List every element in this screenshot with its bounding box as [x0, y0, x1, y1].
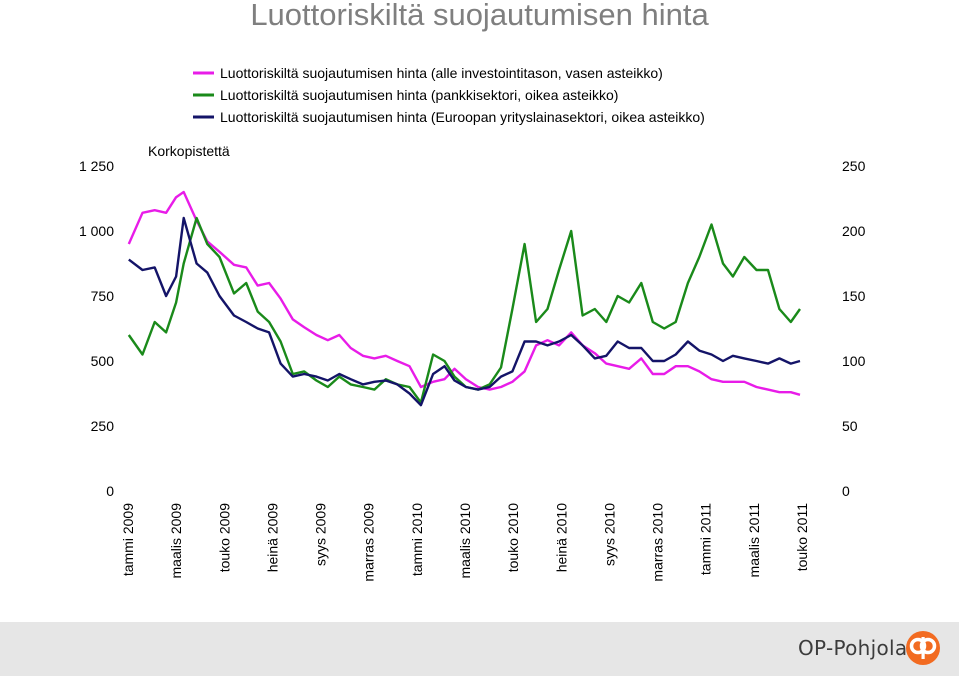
x-tick-label: maalis 2011: [746, 503, 762, 578]
x-tick-label: syys 2010: [601, 503, 617, 566]
left-tick-label: 1 250: [79, 158, 114, 174]
plot-area: [127, 190, 801, 407]
x-tick-label: syys 2009: [313, 503, 329, 566]
x-tick-label: touko 2009: [216, 503, 232, 572]
chart: Luottoriskiltä suojautumisen hinta (alle…: [79, 65, 866, 582]
op-logo-icon: [906, 631, 940, 665]
series-line-3: [128, 216, 801, 407]
x-tick-label: maalis 2010: [457, 503, 473, 579]
left-tick-label: 0: [106, 483, 114, 499]
right-axis-ticks: 0 50 100 150 200 250: [842, 158, 866, 499]
x-tick-label: tammi 2009: [120, 503, 136, 576]
left-tick-label: 1 000: [79, 223, 114, 239]
y-axis-label: Korkopistettä: [148, 143, 230, 159]
legend: Luottoriskiltä suojautumisen hinta (alle…: [193, 65, 705, 125]
right-tick-label: 0: [842, 483, 850, 499]
legend-label-2: Luottoriskiltä suojautumisen hinta (pank…: [220, 87, 618, 103]
x-tick-label: touko 2010: [505, 503, 521, 572]
x-axis-ticks: tammi 2009 maalis 2009 touko 2009 heinä 200…: [120, 503, 810, 582]
right-tick-label: 50: [842, 418, 858, 434]
left-axis-ticks: 0 250 500 750 1 000 1 250: [79, 158, 114, 499]
legend-label-1: Luottoriskiltä suojautumisen hinta (alle…: [220, 65, 663, 81]
left-tick-label: 750: [91, 288, 115, 304]
right-tick-label: 250: [842, 158, 866, 174]
right-tick-label: 150: [842, 288, 866, 304]
x-tick-label: marras 2010: [650, 503, 666, 582]
x-tick-label: touko 2011: [794, 503, 810, 571]
right-tick-label: 200: [842, 223, 866, 239]
x-tick-label: tammi 2010: [409, 503, 425, 576]
chart-title: Luottoriskiltä suojautumisen hinta: [250, 0, 709, 32]
right-tick-label: 100: [842, 353, 866, 369]
footer-bar: [0, 622, 959, 676]
x-tick-label: heinä 2009: [264, 503, 280, 573]
x-tick-label: marras 2009: [361, 503, 377, 582]
left-tick-label: 500: [91, 353, 115, 369]
series-line-1: [127, 190, 801, 396]
x-tick-label: maalis 2009: [168, 503, 184, 579]
x-tick-label: heinä 2010: [553, 503, 569, 573]
op-pohjola-logo: OP-Pohjola: [798, 636, 908, 660]
x-tick-label: tammi 2011: [698, 503, 714, 575]
legend-label-3: Luottoriskiltä suojautumisen hinta (Euro…: [220, 109, 705, 125]
left-tick-label: 250: [91, 418, 115, 434]
